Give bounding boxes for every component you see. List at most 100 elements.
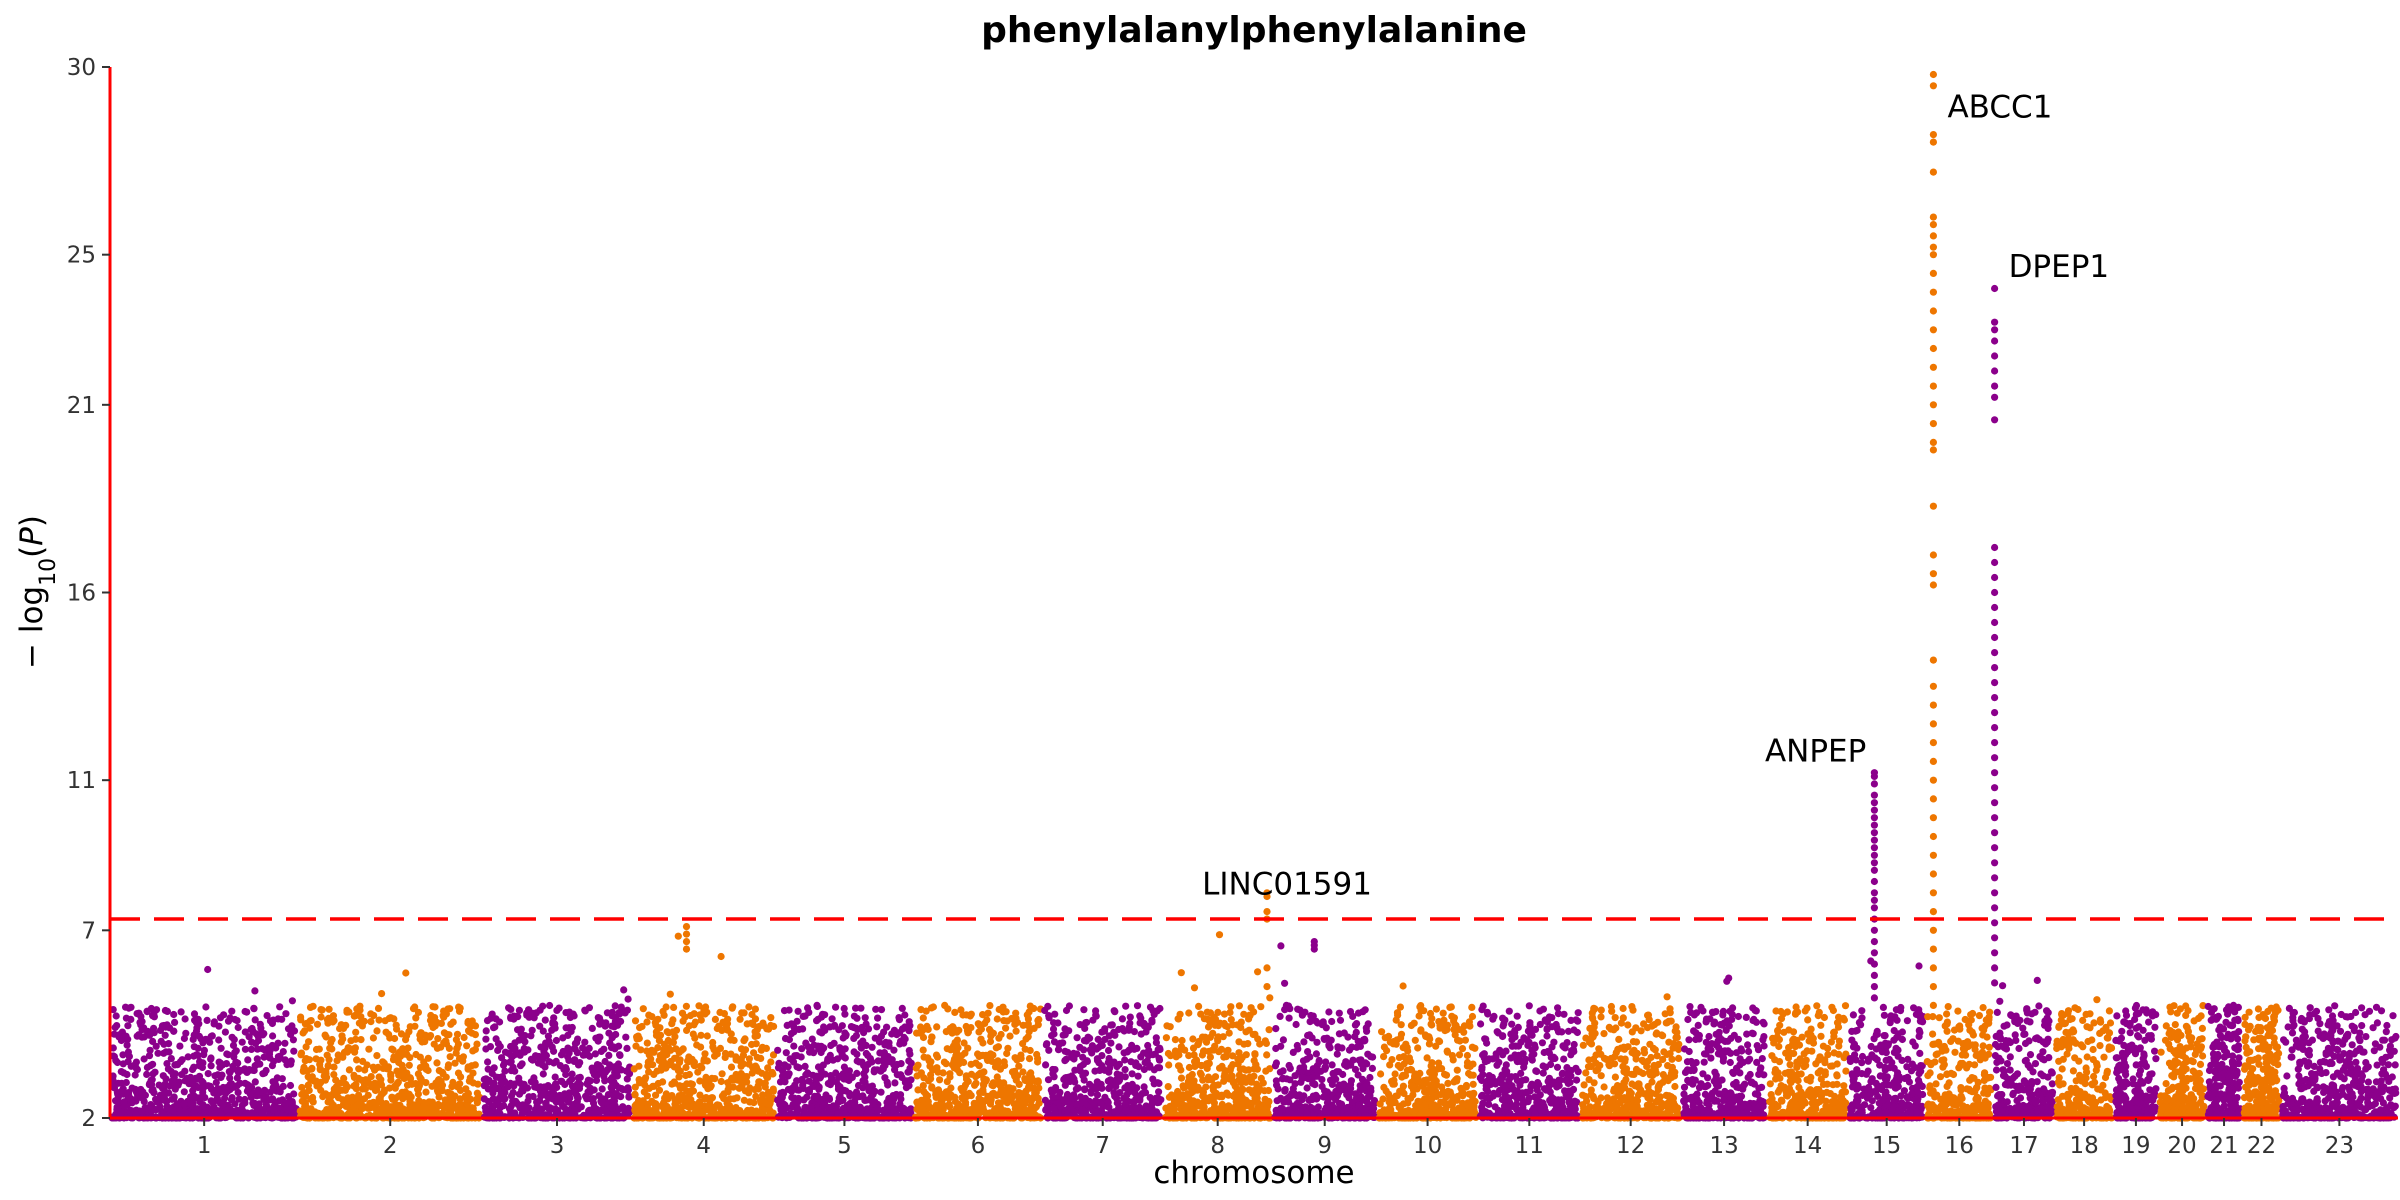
chr7-point bbox=[1041, 1096, 1049, 1104]
chr6-point bbox=[1006, 1032, 1014, 1040]
chr5-point bbox=[817, 1013, 826, 1021]
chr7-point bbox=[1120, 1049, 1128, 1057]
chr5-point bbox=[877, 1088, 885, 1096]
chr1-point bbox=[112, 1097, 120, 1105]
chr5-point bbox=[891, 1079, 899, 1087]
chr5-point bbox=[840, 1004, 848, 1013]
chr1-point bbox=[140, 1033, 148, 1041]
chr6-point bbox=[932, 1106, 940, 1114]
chr1-point bbox=[251, 1016, 259, 1024]
chr7-point bbox=[1149, 1051, 1157, 1059]
chr1-point bbox=[148, 1080, 156, 1088]
chr2-point bbox=[471, 1022, 480, 1030]
chr3-point bbox=[497, 1079, 505, 1087]
chr1-point bbox=[233, 1074, 241, 1082]
chr2-point bbox=[329, 1012, 337, 1020]
chr2-point bbox=[341, 1101, 349, 1109]
chr1-point bbox=[152, 1006, 161, 1014]
chr7-point bbox=[1073, 1034, 1081, 1042]
chr3-point bbox=[517, 1080, 525, 1088]
chr5-point bbox=[799, 1025, 807, 1033]
chr7-point bbox=[1081, 1085, 1089, 1093]
chr3-point bbox=[590, 1109, 599, 1117]
chr4-point bbox=[746, 1084, 754, 1092]
chr1-point bbox=[133, 1010, 141, 1018]
chr2-point bbox=[365, 1045, 373, 1053]
chr6-point bbox=[923, 1022, 931, 1030]
chr7-point bbox=[1152, 1039, 1160, 1047]
chr4-point bbox=[745, 1055, 754, 1063]
chr1-point bbox=[124, 1048, 132, 1056]
chr3-point bbox=[608, 1085, 616, 1093]
chr5-point bbox=[846, 1089, 854, 1098]
chr5-point bbox=[853, 1069, 861, 1077]
chr4-point bbox=[743, 1020, 751, 1028]
chr7-point bbox=[1127, 1058, 1135, 1066]
chr1-point bbox=[154, 1049, 162, 1057]
chr6-point bbox=[1011, 1020, 1019, 1028]
chr1-point bbox=[123, 1070, 131, 1079]
chr2-point bbox=[412, 1014, 420, 1022]
chr1-point bbox=[218, 1071, 226, 1079]
chr5-point bbox=[890, 1061, 898, 1069]
chr2-point bbox=[378, 990, 386, 998]
chr1-point bbox=[200, 1051, 208, 1059]
chr7-point bbox=[1079, 1072, 1087, 1080]
chr1-point bbox=[262, 1100, 270, 1109]
chr2-point bbox=[371, 1086, 380, 1095]
chr6-point bbox=[1003, 1049, 1011, 1058]
chr8-point bbox=[1178, 1036, 1186, 1045]
chr1-point bbox=[181, 1015, 189, 1023]
chr6-point bbox=[1021, 1100, 1029, 1108]
chr5-point bbox=[832, 1003, 840, 1011]
chr7-point bbox=[1146, 1061, 1154, 1070]
chr1-point bbox=[138, 1017, 146, 1026]
chr1-point bbox=[151, 1068, 159, 1076]
chr7-point bbox=[1061, 1025, 1069, 1033]
chr8-point bbox=[1171, 1036, 1179, 1044]
chr5-point bbox=[868, 1043, 876, 1051]
chr6-point bbox=[927, 1038, 935, 1046]
chr2-point bbox=[417, 1075, 425, 1083]
chr6-point bbox=[1019, 1040, 1027, 1048]
chr3-point bbox=[586, 1084, 595, 1092]
chr2-point bbox=[442, 1010, 450, 1018]
chr8-point bbox=[1195, 1002, 1203, 1011]
chr5-point bbox=[817, 1067, 825, 1075]
chr1-point bbox=[251, 987, 259, 995]
chr3-point bbox=[607, 1104, 616, 1112]
chr6-point bbox=[913, 1072, 921, 1080]
chr7-point bbox=[1122, 1095, 1130, 1103]
chr2-point bbox=[323, 1051, 331, 1059]
chr5-point bbox=[842, 1031, 850, 1039]
chr3-point bbox=[583, 1095, 591, 1103]
chr2-point bbox=[367, 1073, 375, 1081]
chr5-point bbox=[782, 1049, 790, 1057]
chr1-point bbox=[124, 1035, 132, 1043]
chr2-point bbox=[405, 1061, 413, 1069]
chr1-point bbox=[250, 1005, 258, 1013]
chr3-point bbox=[570, 1057, 578, 1065]
chr4-point bbox=[630, 1065, 638, 1073]
chr5-point bbox=[835, 1026, 843, 1034]
chr1-point bbox=[194, 1015, 202, 1024]
chr4-point bbox=[660, 1011, 668, 1019]
chr6-point bbox=[1002, 1024, 1010, 1032]
chr5-point bbox=[852, 1032, 861, 1040]
chr3-point bbox=[546, 1001, 554, 1010]
chr1-point bbox=[210, 1103, 218, 1111]
chr4-point bbox=[718, 1070, 726, 1078]
chr4-point bbox=[642, 1074, 650, 1082]
chr6-point bbox=[994, 1060, 1002, 1068]
chr1-point bbox=[198, 1063, 206, 1071]
chr2-point bbox=[381, 1103, 389, 1111]
chr5-point bbox=[804, 1004, 812, 1012]
chr6-point bbox=[967, 1092, 975, 1100]
chr2-point bbox=[445, 1031, 453, 1039]
chr1-point bbox=[224, 1017, 233, 1025]
chr2-point bbox=[434, 1076, 442, 1084]
chr7-point bbox=[1155, 1088, 1163, 1096]
chr6-point bbox=[1000, 1058, 1008, 1066]
chr1-point bbox=[125, 1089, 133, 1097]
chr6-point bbox=[1012, 1027, 1020, 1035]
